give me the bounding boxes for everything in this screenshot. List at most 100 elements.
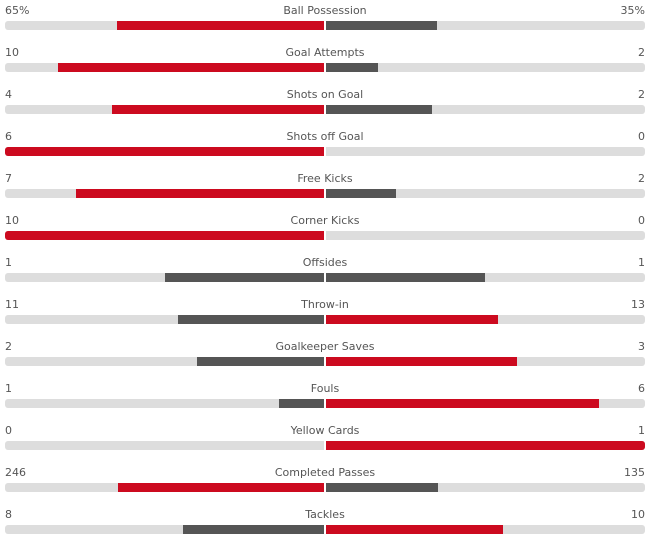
bar-center-divider	[324, 231, 326, 240]
stat-label-line: Throw-in 11 13	[5, 298, 645, 312]
away-bar-fill	[325, 63, 379, 72]
away-bar-half	[325, 21, 645, 30]
away-value: 2	[638, 46, 645, 59]
stat-bar-track	[5, 525, 645, 534]
away-bar-fill	[325, 105, 432, 114]
away-bar-fill	[325, 357, 517, 366]
stat-label-line: Shots off Goal 6 0	[5, 130, 645, 144]
stat-bar-track	[5, 21, 645, 30]
stat-label-line: Corner Kicks 10 0	[5, 214, 645, 228]
away-value: 3	[638, 340, 645, 353]
away-bar-half	[325, 273, 645, 282]
home-bar-half	[5, 105, 325, 114]
stat-name: Offsides	[302, 256, 348, 269]
stat-label-line: Free Kicks 7 2	[5, 172, 645, 186]
bar-center-divider	[324, 189, 326, 198]
stat-bar-track	[5, 147, 645, 156]
away-bar-fill	[325, 189, 397, 198]
stat-name: Throw-in	[301, 298, 349, 311]
home-value: 11	[5, 298, 19, 311]
home-bar-half	[5, 189, 325, 198]
away-value: 13	[631, 298, 645, 311]
away-bar-half	[325, 147, 645, 156]
bar-center-divider	[324, 63, 326, 72]
stat-row: Tackles 8 10	[0, 504, 648, 546]
away-bar-half	[325, 399, 645, 408]
away-bar-half	[325, 189, 645, 198]
stat-bar-track	[5, 399, 645, 408]
stat-row: Offsides 1 1	[0, 252, 648, 294]
away-bar-fill	[325, 483, 439, 492]
stat-name: Fouls	[310, 382, 340, 395]
home-value: 65%	[5, 4, 30, 17]
home-bar-fill	[111, 105, 325, 114]
home-value: 10	[5, 46, 19, 59]
home-bar-half	[5, 525, 325, 534]
stat-row: Yellow Cards 0 1	[0, 420, 648, 462]
bar-center-divider	[324, 147, 326, 156]
stat-row: Completed Passes 246 135	[0, 462, 648, 504]
away-bar-fill	[325, 315, 499, 324]
away-bar-half	[325, 63, 645, 72]
bar-center-divider	[324, 357, 326, 366]
home-value: 0	[5, 424, 12, 437]
stat-row: Goalkeeper Saves 2 3	[0, 336, 648, 378]
home-value: 8	[5, 508, 12, 521]
stat-bar-track	[5, 357, 645, 366]
stat-row: Free Kicks 7 2	[0, 168, 648, 210]
stat-label-line: Goalkeeper Saves 2 3	[5, 340, 645, 354]
bar-center-divider	[324, 315, 326, 324]
home-bar-half	[5, 315, 325, 324]
home-bar-fill	[197, 357, 325, 366]
away-value: 0	[638, 214, 645, 227]
away-bar-half	[325, 315, 645, 324]
away-bar-fill	[325, 399, 600, 408]
home-bar-half	[5, 273, 325, 282]
home-bar-fill	[182, 525, 325, 534]
bar-center-divider	[324, 399, 326, 408]
away-value: 135	[624, 466, 645, 479]
stat-label-line: Tackles 8 10	[5, 508, 645, 522]
home-bar-half	[5, 441, 325, 450]
home-bar-fill	[58, 63, 325, 72]
home-value: 1	[5, 256, 12, 269]
stat-bar-track	[5, 189, 645, 198]
home-bar-fill	[178, 315, 325, 324]
bar-center-divider	[324, 105, 326, 114]
stat-name: Shots off Goal	[286, 130, 364, 143]
bar-center-divider	[324, 273, 326, 282]
stat-row: Goal Attempts 10 2	[0, 42, 648, 84]
stat-label-line: Shots on Goal 4 2	[5, 88, 645, 102]
home-value: 246	[5, 466, 26, 479]
stat-name: Goalkeeper Saves	[275, 340, 375, 353]
stat-label-line: Completed Passes 246 135	[5, 466, 645, 480]
stat-name: Corner Kicks	[290, 214, 360, 227]
away-bar-half	[325, 357, 645, 366]
away-bar-half	[325, 525, 645, 534]
bar-center-divider	[324, 483, 326, 492]
stat-bar-track	[5, 483, 645, 492]
away-bar-fill	[325, 525, 503, 534]
stat-label-line: Fouls 1 6	[5, 382, 645, 396]
home-bar-half	[5, 63, 325, 72]
away-bar-half	[325, 483, 645, 492]
stat-label-line: Goal Attempts 10 2	[5, 46, 645, 60]
stat-name: Shots on Goal	[286, 88, 364, 101]
home-bar-half	[5, 21, 325, 30]
home-value: 1	[5, 382, 12, 395]
stat-row: Throw-in 11 13	[0, 294, 648, 336]
bar-center-divider	[324, 525, 326, 534]
home-value: 10	[5, 214, 19, 227]
home-bar-fill	[76, 189, 325, 198]
away-value: 6	[638, 382, 645, 395]
home-value: 6	[5, 130, 12, 143]
home-bar-fill	[5, 231, 325, 240]
away-value: 10	[631, 508, 645, 521]
stat-bar-track	[5, 315, 645, 324]
stat-bar-track	[5, 441, 645, 450]
stat-bar-track	[5, 273, 645, 282]
stat-name: Yellow Cards	[290, 424, 360, 437]
stat-name: Completed Passes	[274, 466, 376, 479]
away-value: 2	[638, 88, 645, 101]
bar-center-divider	[324, 441, 326, 450]
